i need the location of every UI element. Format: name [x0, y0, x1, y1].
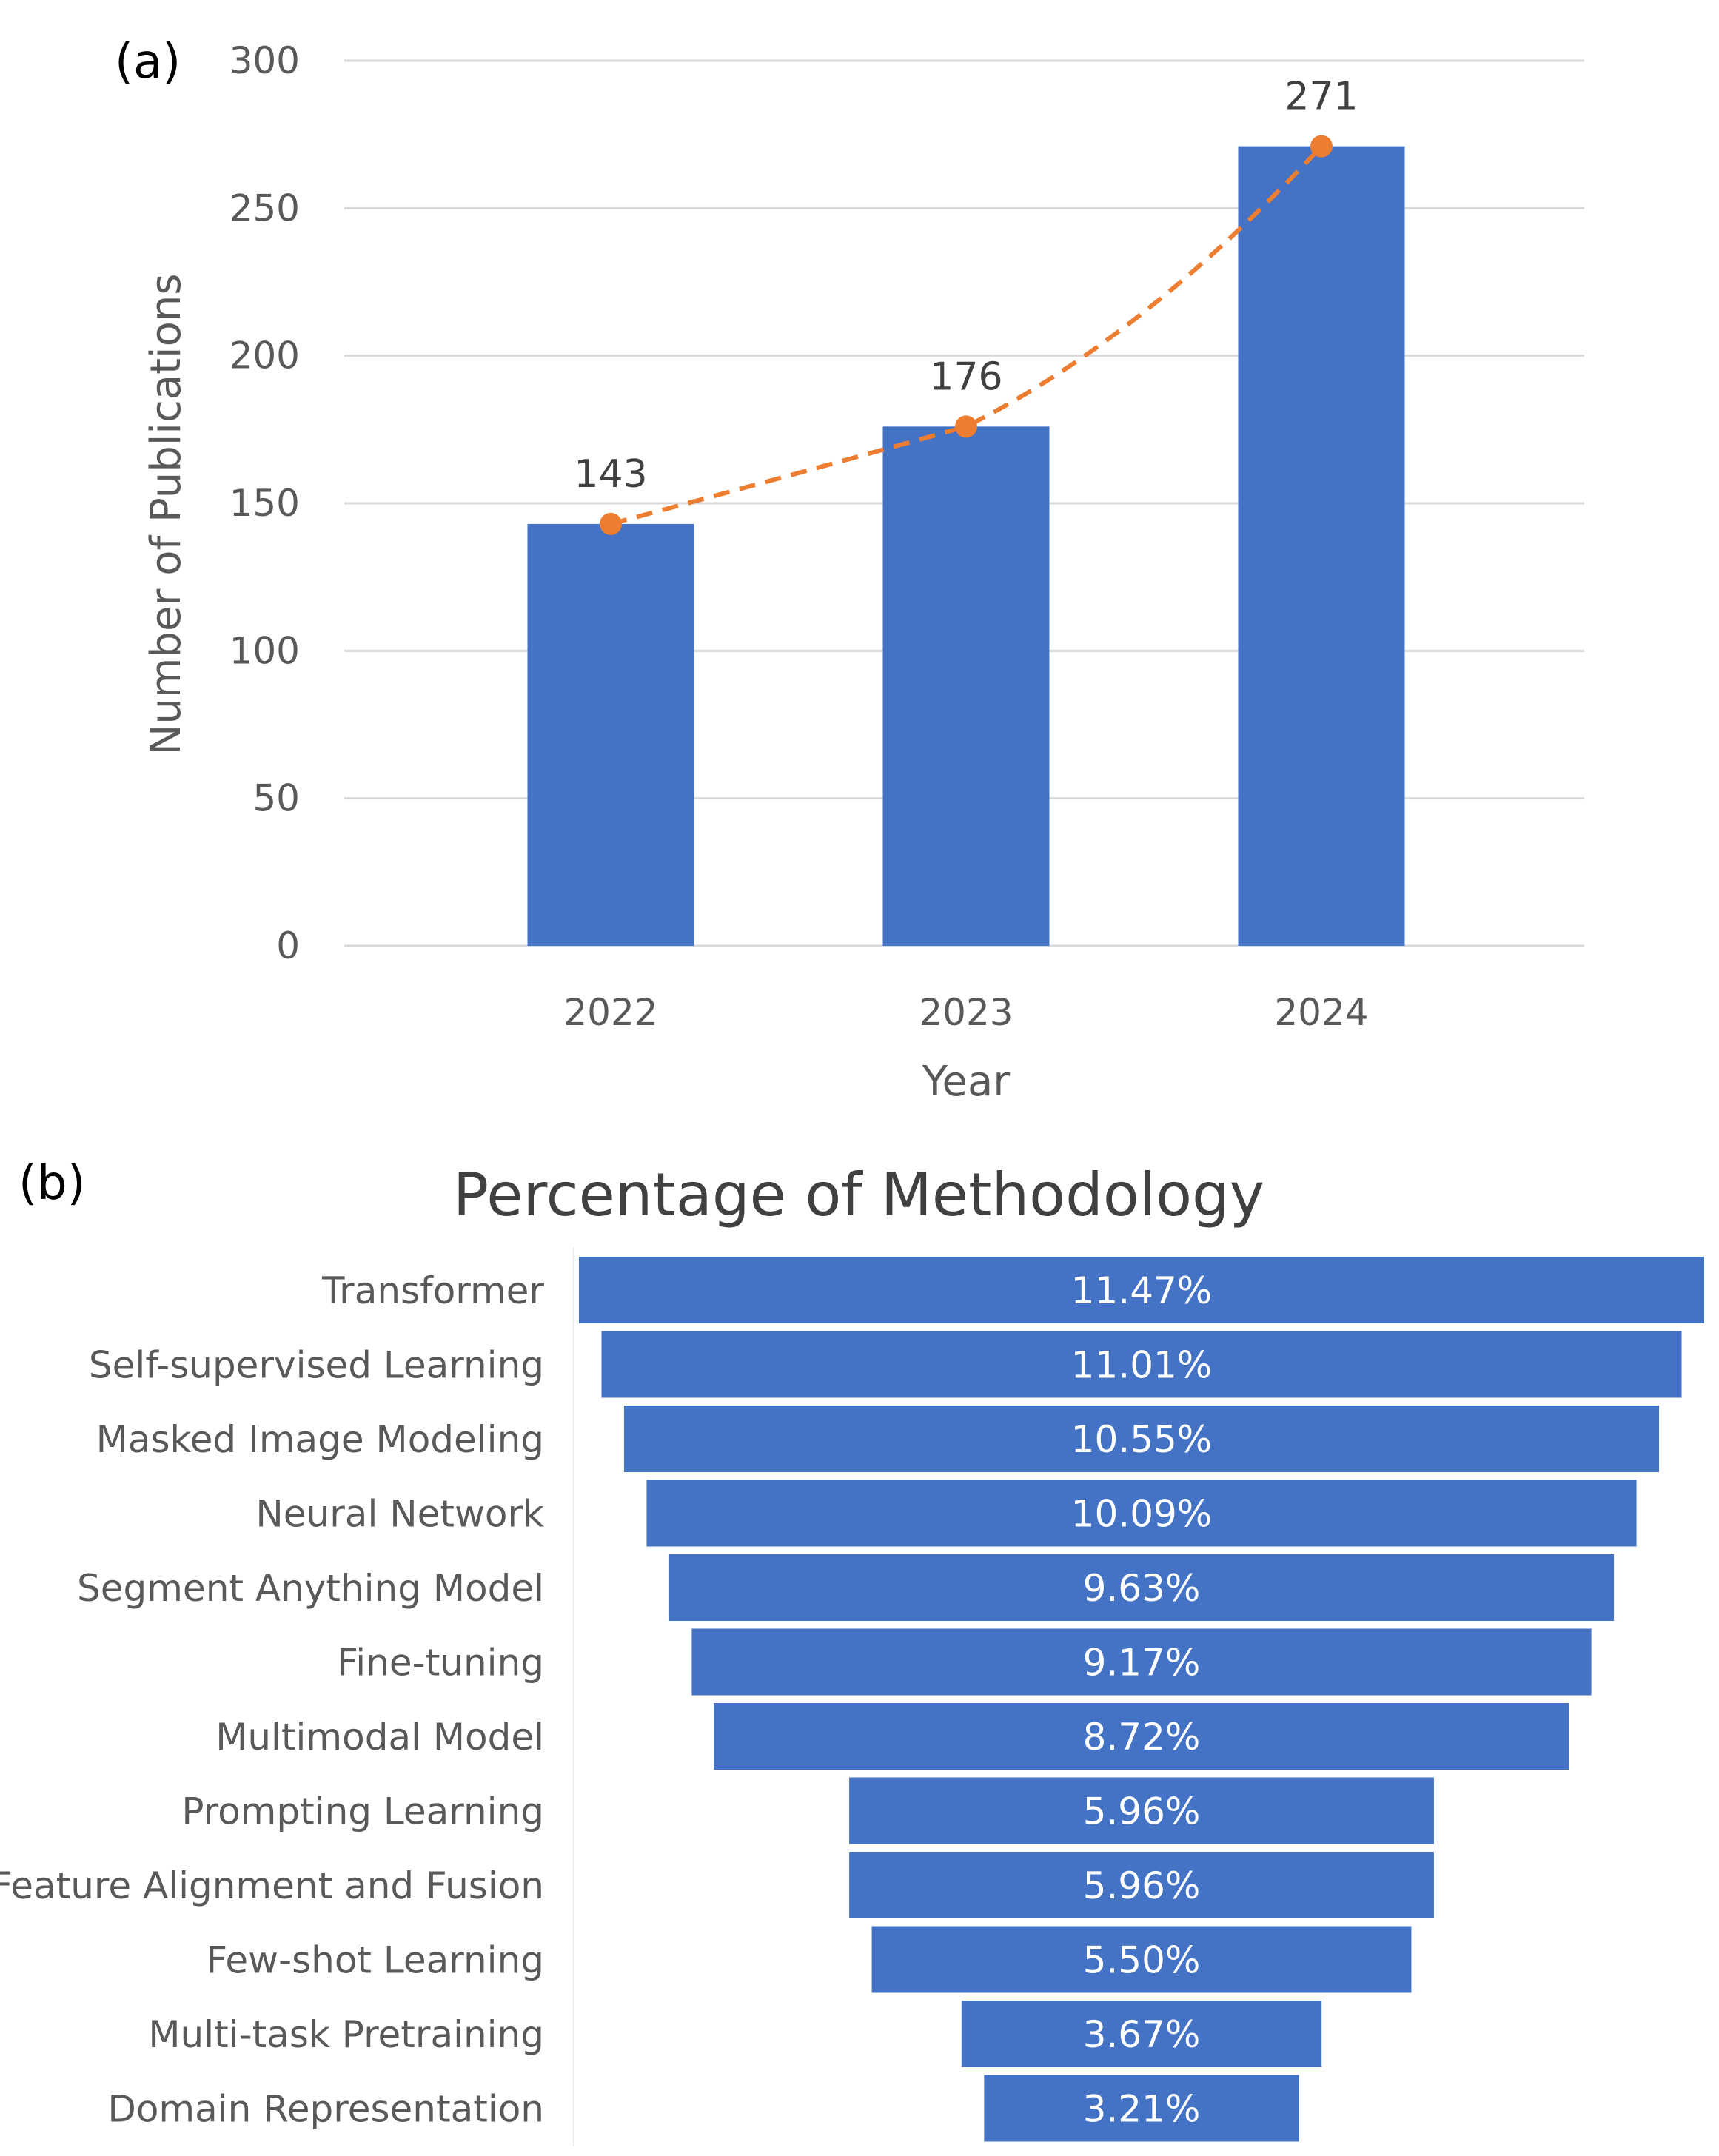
- funnel-value-12: 3.21%: [1083, 2088, 1201, 2131]
- category-label-7: Multimodal Model: [215, 1716, 544, 1759]
- x-tick-2022: 2022: [563, 991, 657, 1034]
- funnel-value-9: 5.96%: [1083, 1864, 1201, 1907]
- y-tick-labels: 0 50 100 150 200 250 300: [229, 39, 300, 967]
- funnel-value-1: 11.47%: [1071, 1269, 1213, 1312]
- y-tick-150: 150: [229, 482, 300, 525]
- funnel-bar-1: [579, 1257, 1704, 1323]
- category-label-2: Self-supervised Learning: [89, 1344, 544, 1387]
- x-tick-labels: 2022 2023 2024: [563, 991, 1368, 1034]
- panel-label-b: (b): [19, 1156, 86, 1211]
- funnel-value-11: 3.67%: [1083, 2013, 1201, 2056]
- funnel-bar-5: [668, 1554, 1615, 1621]
- y-tick-50: 50: [252, 777, 300, 820]
- funnel-bar-11: [961, 2001, 1322, 2067]
- category-label-5: Segment Anything Model: [77, 1567, 544, 1610]
- data-label-2023: 176: [929, 355, 1002, 399]
- x-tick-2024: 2024: [1274, 991, 1368, 1034]
- category-label-10: Few-shot Learning: [206, 1939, 544, 1982]
- trend-line: [600, 135, 1333, 535]
- category-label-6: Fine-tuning: [337, 1642, 544, 1685]
- category-label-12: Domain Representation: [107, 2088, 544, 2131]
- bar-2023: [882, 426, 1050, 946]
- y-tick-300: 300: [229, 39, 300, 82]
- bar-2024: [1238, 146, 1405, 947]
- trend-marker-2022: [600, 512, 622, 535]
- funnel-value-8: 5.96%: [1083, 1790, 1201, 1833]
- x-axis-title: Year: [922, 1058, 1011, 1106]
- funnel-bar-3: [623, 1406, 1660, 1472]
- data-label-2024: 271: [1284, 75, 1358, 119]
- funnel-bar-9: [849, 1852, 1434, 1918]
- methodology-funnel-chart: (b) Percentage of Methodology Transforme…: [0, 1156, 1704, 2146]
- funnel-value-7: 8.72%: [1083, 1716, 1201, 1759]
- category-label-8: Prompting Learning: [181, 1790, 544, 1833]
- bars: [527, 146, 1405, 947]
- funnel-value-labels: 11.47% 11.01% 10.55% 10.09% 9.63% 9.17% 8.72% 5…: [1071, 1269, 1213, 2131]
- funnel-bars: [579, 1257, 1704, 2142]
- funnel-title: Percentage of Methodology: [453, 1161, 1264, 1229]
- category-label-3: Masked Image Modeling: [96, 1418, 544, 1461]
- data-label-2022: 143: [574, 452, 647, 497]
- y-tick-250: 250: [229, 187, 300, 229]
- panel-label-a: (a): [115, 35, 181, 90]
- y-tick-0: 0: [276, 924, 300, 967]
- y-tick-100: 100: [229, 629, 300, 672]
- data-labels: 143 176 271: [574, 75, 1358, 497]
- funnel-bar-7: [714, 1703, 1569, 1770]
- category-label-11: Multi-task Pretraining: [148, 2013, 544, 2056]
- funnel-value-5: 9.63%: [1083, 1567, 1201, 1610]
- y-axis-title: Number of Publications: [142, 273, 190, 755]
- funnel-bar-2: [601, 1331, 1682, 1398]
- trend-line-path: [610, 144, 1324, 526]
- x-tick-2023: 2023: [919, 991, 1013, 1034]
- trend-marker-2023: [955, 415, 977, 438]
- funnel-bar-10: [871, 1926, 1412, 1993]
- bar-2022: [527, 523, 694, 946]
- category-labels: Transformer Self-supervised Learning Maske…: [0, 1269, 544, 2131]
- trend-marker-2024: [1310, 135, 1333, 158]
- y-tick-200: 200: [229, 335, 300, 377]
- funnel-value-4: 10.09%: [1071, 1493, 1213, 1536]
- funnel-bar-8: [849, 1777, 1434, 1844]
- funnel-bar-4: [646, 1480, 1637, 1547]
- funnel-value-2: 11.01%: [1071, 1344, 1213, 1387]
- funnel-bar-6: [691, 1628, 1592, 1696]
- funnel-bar-12: [984, 2075, 1299, 2142]
- category-label-1: Transformer: [321, 1269, 544, 1312]
- funnel-value-3: 10.55%: [1071, 1418, 1213, 1461]
- funnel-value-10: 5.50%: [1083, 1939, 1201, 1982]
- funnel-value-6: 9.17%: [1083, 1642, 1201, 1685]
- category-label-9: Feature Alignment and Fusion: [0, 1864, 544, 1907]
- category-label-4: Neural Network: [255, 1493, 544, 1536]
